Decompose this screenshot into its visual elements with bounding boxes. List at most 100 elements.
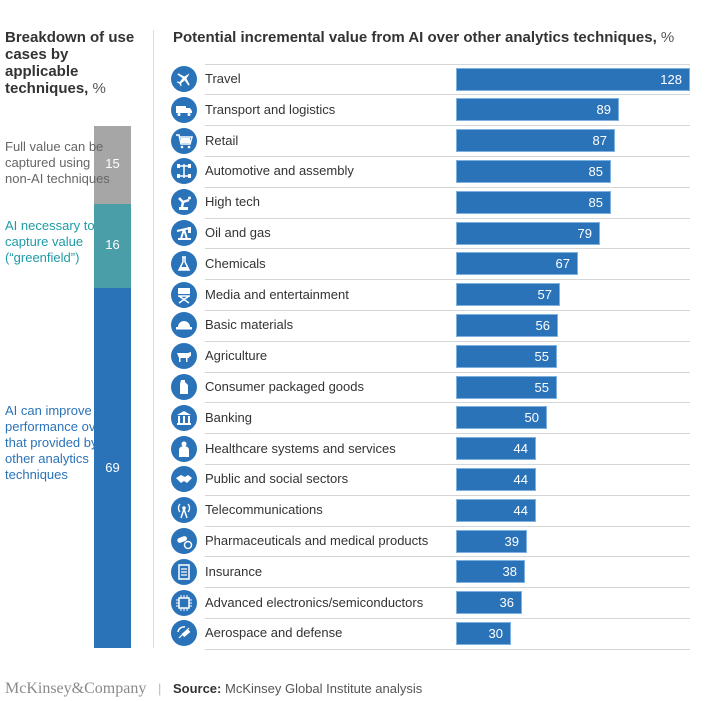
row-separator (205, 433, 690, 434)
category-label: Basic materials (205, 317, 294, 332)
bar-value-label: 89 (596, 102, 611, 117)
panel-divider (153, 30, 154, 648)
bank-icon (171, 405, 197, 431)
category-label: Automotive and assembly (205, 163, 354, 178)
bar: 67 (456, 252, 578, 275)
bar: 55 (456, 376, 557, 399)
bar-value-label: 85 (588, 195, 603, 210)
bar-value-label: 87 (592, 133, 607, 148)
cow-icon (171, 343, 197, 369)
category-label: Oil and gas (205, 225, 271, 240)
footer-separator: | (157, 681, 162, 696)
bar: 36 (456, 591, 522, 614)
source-text: McKinsey Global Institute analysis (225, 681, 423, 696)
category-label: High tech (205, 194, 260, 209)
category-label: Aerospace and defense (205, 625, 343, 640)
row-separator (205, 402, 690, 403)
row-separator (205, 94, 690, 95)
category-label: Public and social sectors (205, 471, 349, 486)
bar-value-label: 44 (513, 441, 528, 456)
bar-value-label: 67 (555, 256, 570, 271)
bar: 57 (456, 283, 560, 306)
bar: 44 (456, 437, 536, 460)
category-label: Chemicals (205, 256, 266, 271)
row-separator (205, 464, 690, 465)
hard-hat-icon (171, 312, 197, 338)
bar-value-label: 38 (502, 564, 517, 579)
bar-value-label: 56 (535, 318, 550, 333)
row-separator (205, 64, 690, 65)
chart-title: Potential incremental value from AI over… (173, 29, 674, 46)
category-label: Insurance (205, 564, 263, 579)
bar: 85 (456, 191, 611, 214)
category-label: Healthcare systems and services (205, 441, 396, 456)
row-separator (205, 279, 690, 280)
category-label: Retail (205, 133, 239, 148)
directors-chair-icon (171, 282, 197, 308)
doctor-icon (171, 436, 197, 462)
oil-pump-icon (171, 220, 197, 246)
stack-segment-value: 16 (105, 237, 120, 252)
left-title-unit: % (92, 80, 106, 97)
stack-segment-label: Full value can be captured using non-AI … (5, 139, 110, 186)
antenna-icon (171, 497, 197, 523)
bar-value-label: 44 (513, 503, 528, 518)
bar: 44 (456, 468, 536, 491)
category-label: Advanced electronics/semiconductors (205, 595, 424, 610)
category-label: Banking (205, 410, 252, 425)
stack-segment: 69 (94, 288, 131, 648)
row-separator (205, 587, 690, 588)
bar-value-label: 36 (499, 595, 514, 610)
document-icon (171, 559, 197, 585)
row-separator (205, 310, 690, 311)
row-separator (205, 187, 690, 188)
bar-value-label: 128 (660, 72, 682, 87)
row-separator (205, 341, 690, 342)
jug-icon (171, 374, 197, 400)
bar: 44 (456, 499, 536, 522)
bar-value-label: 44 (513, 472, 528, 487)
row-separator (205, 618, 690, 619)
row-separator (205, 526, 690, 527)
satellite-icon (171, 620, 197, 646)
footer: McKinsey&Company | Source: McKinsey Glob… (5, 680, 422, 698)
row-separator (205, 556, 690, 557)
bar: 128 (456, 68, 690, 91)
chart-title-unit: % (660, 29, 675, 46)
stack-segment-label: AI necessary to capture value (“greenfie… (5, 218, 95, 265)
category-label: Telecommunications (205, 502, 323, 517)
bar-value-label: 85 (588, 164, 603, 179)
bar: 87 (456, 129, 615, 152)
shopping-cart-icon (171, 128, 197, 154)
flask-icon (171, 251, 197, 277)
microchip-icon (171, 590, 197, 616)
row-separator (205, 156, 690, 157)
category-label: Pharmaceuticals and medical products (205, 533, 429, 548)
stack-segment: 15 (94, 126, 131, 204)
stack-segment-value: 69 (105, 460, 120, 475)
bar: 89 (456, 98, 619, 121)
robot-arm-icon (171, 189, 197, 215)
truck-icon (171, 97, 197, 123)
row-separator (205, 218, 690, 219)
row-separator (205, 649, 690, 650)
category-label: Agriculture (205, 348, 268, 363)
car-chassis-icon (171, 158, 197, 184)
bar: 85 (456, 160, 611, 183)
category-label: Transport and logistics (205, 102, 336, 117)
category-label: Consumer packaged goods (205, 379, 364, 394)
bar: 39 (456, 530, 527, 553)
stack-segment: 16 (94, 204, 131, 288)
bar: 38 (456, 560, 525, 583)
bar-value-label: 30 (488, 626, 503, 641)
airplane-icon (171, 66, 197, 92)
category-label: Media and entertainment (205, 287, 349, 302)
row-separator (205, 248, 690, 249)
source-label: Source: (172, 681, 222, 696)
bar: 55 (456, 345, 557, 368)
bar: 56 (456, 314, 558, 337)
bar-value-label: 55 (534, 380, 549, 395)
stack-segment-value: 15 (105, 156, 120, 171)
bar-value-label: 57 (537, 287, 552, 302)
brand-logo: McKinsey&Company (5, 680, 147, 697)
